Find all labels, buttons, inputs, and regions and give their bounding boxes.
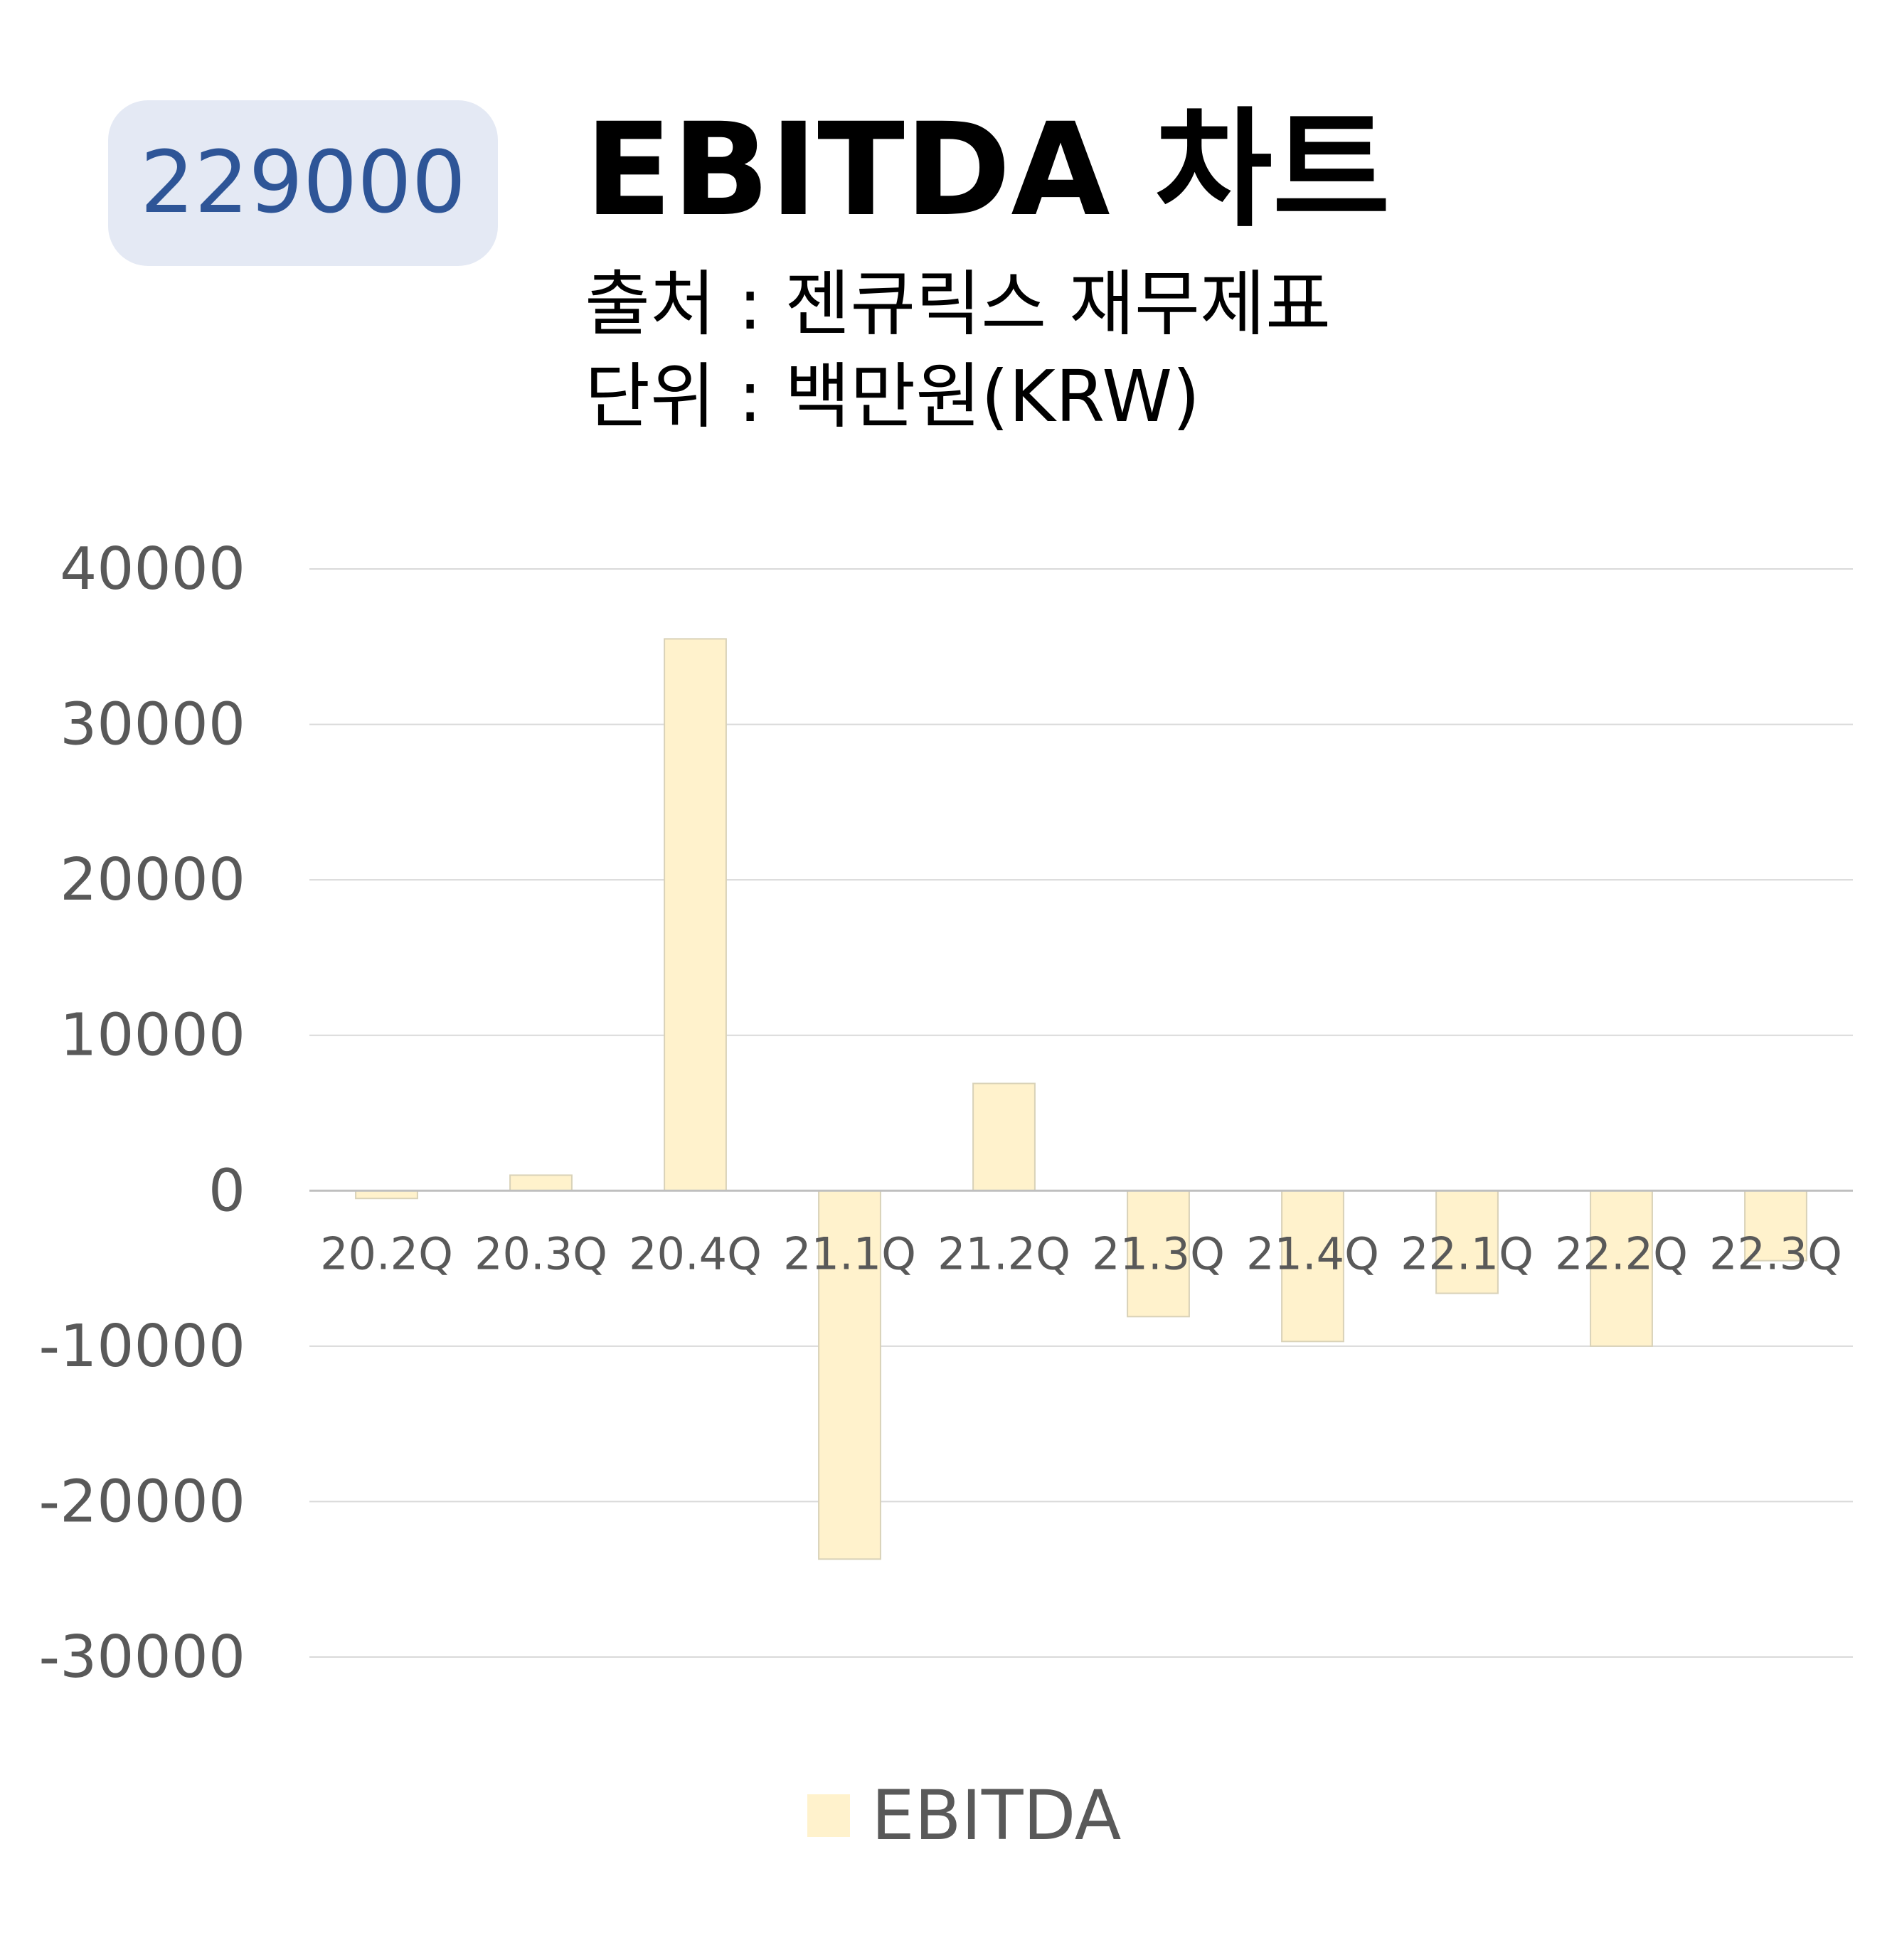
bar	[972, 1082, 1036, 1192]
y-tick-label: -20000	[39, 1468, 245, 1535]
x-axis: 20.2Q 20.3Q 20.4Q 21.1Q 21.2Q 21.3Q 21.4Q 22.1Q…	[309, 1189, 1853, 1279]
x-tick-label: 20.3Q	[474, 1227, 607, 1279]
bars	[355, 638, 1807, 1560]
legend-swatch	[807, 1794, 850, 1837]
y-tick-label: 10000	[60, 1002, 245, 1070]
x-tick-label: 21.4Q	[1246, 1227, 1379, 1279]
bar	[1281, 1190, 1344, 1343]
bar	[818, 1190, 881, 1560]
stock-code-badge: 229000	[108, 100, 498, 266]
y-axis-labels: 40000 30000 20000 10000 0 -10000 -20000 -30000	[39, 536, 245, 1691]
x-tick-label: 22.2Q	[1555, 1227, 1688, 1279]
y-tick-label: -30000	[39, 1624, 245, 1691]
legend-label: EBITDA	[871, 1776, 1122, 1855]
x-tick-label: 21.3Q	[1092, 1227, 1225, 1279]
chart-title: EBITDA 차트	[585, 96, 1391, 245]
bar	[1744, 1190, 1807, 1262]
bar	[355, 1190, 418, 1200]
x-tick-label: 21.1Q	[783, 1227, 916, 1279]
y-tick-label: 20000	[60, 846, 245, 914]
bar	[509, 1174, 573, 1192]
y-tick-label: -10000	[39, 1313, 245, 1380]
bar	[1127, 1190, 1190, 1318]
bar	[664, 638, 727, 1192]
x-tick-label: 21.2Q	[937, 1227, 1070, 1279]
bar	[1590, 1190, 1653, 1347]
x-tick-label: 22.3Q	[1709, 1227, 1842, 1279]
x-tick-label: 20.4Q	[629, 1227, 762, 1279]
y-tick-label: 40000	[60, 536, 245, 603]
x-tick-label: 22.1Q	[1401, 1227, 1534, 1279]
chart-source: 출처 : 젠큐릭스 재무제표	[585, 262, 1332, 346]
x-tick-label: 20.2Q	[320, 1227, 453, 1279]
gridlines	[309, 568, 1853, 1658]
stock-code: 229000	[139, 134, 467, 233]
chart-unit: 단위 : 백만원(KRW)	[585, 355, 1201, 438]
y-tick-label: 0	[208, 1157, 245, 1225]
y-tick-label: 30000	[60, 691, 245, 759]
legend: EBITDA	[807, 1781, 1121, 1850]
